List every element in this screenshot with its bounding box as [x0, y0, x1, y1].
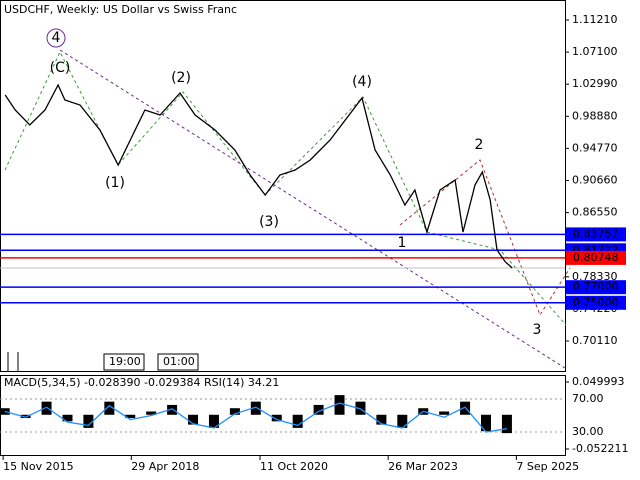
histogram-bar: [146, 411, 157, 415]
wave-line: [399, 159, 571, 317]
y-tick-label: 1.07100: [572, 45, 618, 58]
level-box: [566, 250, 626, 265]
histogram-bar: [355, 401, 366, 415]
x-tick-label: 7 Sep 2025: [516, 460, 579, 473]
histogram-bar: [83, 414, 94, 428]
x-tick-label: 29 Apr 2018: [131, 460, 199, 473]
histogram-bar: [481, 414, 492, 432]
x-tick-label: 26 Mar 2023: [388, 460, 458, 473]
time-box: [157, 353, 199, 371]
wave-label: (2): [171, 70, 191, 86]
series-line: [4, 402, 508, 433]
wave-label: 2: [475, 137, 484, 153]
histogram-bar: [62, 414, 73, 422]
time-label: 19:00: [109, 355, 141, 368]
chart-title: USDCHF, Weekly: US Dollar vs Swiss Franc: [4, 3, 237, 16]
histogram-bar: [376, 414, 387, 425]
y-tick-label: 30.00: [572, 425, 604, 438]
wave-line: [426, 231, 567, 326]
histogram-bar: [313, 404, 324, 415]
level-label: 0.83757: [573, 227, 619, 240]
histogram-bar: [188, 414, 199, 425]
y-tick-label: 1.11210: [572, 13, 618, 26]
histogram-bar: [501, 414, 512, 434]
histogram-bar: [125, 414, 136, 419]
x-tick-label: 15 Nov 2015: [3, 460, 73, 473]
level-box: [566, 295, 626, 310]
histogram-bar: [20, 414, 31, 419]
histogram-bar: [229, 408, 240, 415]
wave-label: (3): [259, 214, 279, 230]
wave-label: 3: [533, 322, 542, 338]
y-tick-label: 0.98880: [572, 109, 618, 122]
time-label: 01:00: [163, 355, 195, 368]
y-tick-label: 70.00: [572, 392, 604, 405]
histogram-bar: [208, 414, 219, 428]
level-box: [566, 227, 626, 242]
histogram-bar: [104, 401, 115, 415]
y-tick-label: 0.94770: [572, 141, 618, 154]
y-tick-label: 0.86550: [572, 206, 618, 219]
indicator-title: MACD(5,34,5) -0.028390 -0.029384 RSI(14)…: [4, 376, 279, 389]
y-tick-label: 1.02990: [572, 77, 618, 90]
time-box: [103, 353, 145, 371]
price-pane-frame: [0, 0, 566, 372]
y-tick-label: 0.78330: [572, 270, 618, 283]
wave-label: 4: [52, 30, 61, 46]
level-label: 0.80748: [573, 251, 619, 264]
level-box: [566, 280, 626, 295]
histogram-bar: [334, 395, 345, 415]
wave-line: [4, 50, 428, 233]
histogram-bar: [41, 401, 52, 415]
level-label: 0.77000: [573, 280, 619, 293]
histogram-bar: [460, 401, 471, 415]
histogram-bar: [250, 401, 261, 415]
histogram-bar: [271, 414, 282, 422]
wave-label: (1): [105, 175, 125, 191]
wave-label: 1: [398, 235, 407, 251]
wave-label: (4): [352, 74, 372, 90]
level-label: 0.75000: [573, 296, 619, 309]
histogram-bar: [439, 411, 450, 415]
histogram-bar: [292, 414, 303, 428]
histogram-bar: [397, 414, 408, 428]
y-tick-label: 0.70110: [572, 334, 618, 347]
y2-tick-label: 0.049993: [572, 375, 625, 388]
histogram-bar: [167, 404, 178, 415]
wave-label: (C): [50, 60, 71, 76]
y2-tick-label: -0.052211: [572, 442, 628, 455]
y-tick-label: 0.90660: [572, 173, 618, 186]
series-line: [4, 83, 513, 269]
indicator-pane-frame: [0, 375, 566, 456]
x-tick-label: 11 Oct 2020: [260, 460, 328, 473]
wave-circle: [46, 28, 66, 48]
